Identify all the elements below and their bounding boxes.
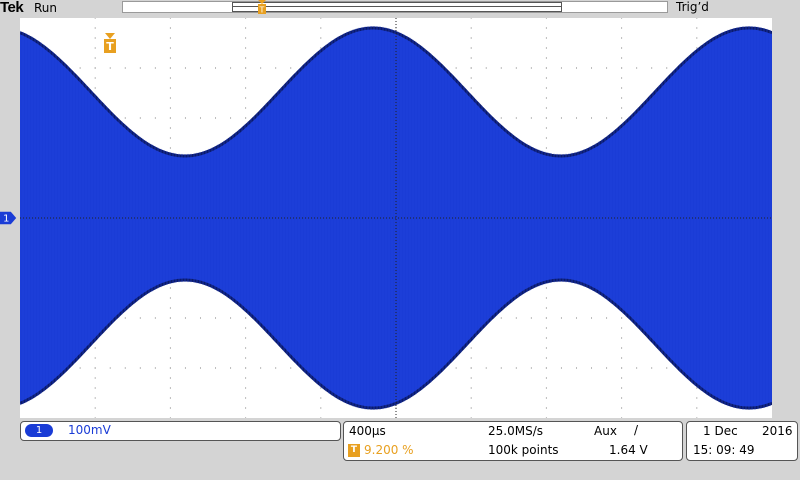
waveform-graticule bbox=[20, 18, 772, 418]
trigger-position-marker[interactable]: T bbox=[102, 33, 118, 57]
bottom-status-bar: 1 100mV 400µs 25.0MS/s Aux / T 9.200 % 1… bbox=[0, 418, 800, 480]
ch1-vertical-scale: 100mV bbox=[68, 423, 111, 437]
date-year: 2016 bbox=[762, 424, 793, 438]
trigger-slope-icon: / bbox=[634, 423, 639, 437]
ch1-readout[interactable]: 1 100mV bbox=[20, 421, 341, 441]
trigger-position-percent: 9.200 % bbox=[364, 443, 414, 457]
sample-rate: 25.0MS/s bbox=[488, 424, 543, 438]
ch1-badge: 1 bbox=[25, 424, 53, 437]
horizontal-trigger-readout[interactable]: 400µs 25.0MS/s Aux / T 9.200 % 100k poin… bbox=[343, 421, 683, 461]
time-of-day: 15: 09: 49 bbox=[693, 443, 755, 457]
trigger-level: 1.64 V bbox=[609, 443, 648, 457]
top-status-bar: Tek Run T Trig’d bbox=[0, 0, 800, 18]
trigger-marker-label: T bbox=[106, 40, 114, 53]
ground-marker-label: 1 bbox=[3, 214, 9, 225]
trigger-status: Trig’d bbox=[676, 0, 709, 14]
record-view-window[interactable] bbox=[232, 2, 562, 12]
record-trigger-icon: T bbox=[258, 0, 266, 15]
date-day-month: 1 Dec bbox=[703, 424, 738, 438]
trigger-position-icon: T bbox=[348, 444, 360, 457]
brand-logo: Tek bbox=[0, 0, 24, 16]
acquisition-state[interactable]: Run bbox=[34, 1, 58, 15]
ch1-waveform-envelope bbox=[20, 28, 772, 408]
ch1-ground-marker[interactable]: 1 bbox=[0, 210, 18, 226]
record-center-line bbox=[232, 6, 562, 7]
svg-text:T: T bbox=[259, 6, 265, 15]
record-length: 100k points bbox=[488, 443, 559, 457]
date-time-readout: 1 Dec 2016 15: 09: 49 bbox=[686, 421, 798, 461]
trigger-source: Aux bbox=[594, 424, 617, 438]
waveform-display[interactable]: T bbox=[20, 18, 772, 418]
time-per-division: 400µs bbox=[349, 424, 386, 438]
